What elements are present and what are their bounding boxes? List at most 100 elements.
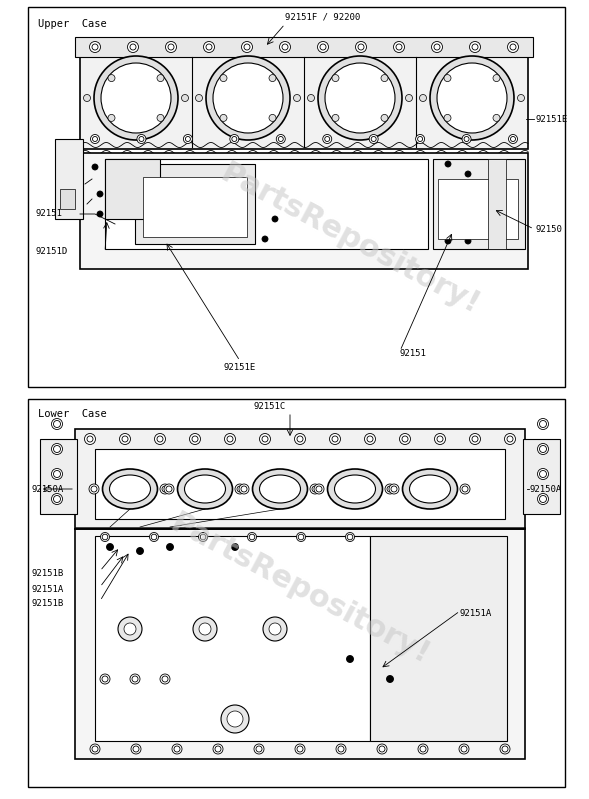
Circle shape: [256, 746, 262, 752]
Circle shape: [92, 44, 98, 50]
Bar: [40, 439, 77, 514]
Circle shape: [358, 44, 364, 50]
Circle shape: [465, 171, 471, 177]
Circle shape: [162, 676, 168, 682]
Circle shape: [190, 434, 200, 444]
Circle shape: [247, 532, 256, 542]
Circle shape: [282, 44, 288, 50]
Circle shape: [112, 164, 118, 170]
Circle shape: [389, 484, 399, 494]
Circle shape: [437, 63, 507, 133]
Bar: [523, 439, 560, 514]
Circle shape: [462, 486, 468, 492]
Circle shape: [220, 114, 227, 121]
Bar: [95, 536, 370, 741]
Circle shape: [464, 137, 469, 141]
Circle shape: [419, 94, 426, 101]
Circle shape: [92, 746, 98, 752]
Text: Upper  Case: Upper Case: [38, 19, 107, 29]
Circle shape: [296, 532, 306, 542]
Text: 92151E: 92151E: [224, 363, 256, 372]
Circle shape: [215, 746, 221, 752]
Circle shape: [206, 56, 290, 140]
Circle shape: [241, 486, 247, 492]
Circle shape: [213, 63, 283, 133]
Bar: [75, 429, 525, 529]
Circle shape: [260, 434, 270, 444]
Circle shape: [127, 42, 138, 53]
Circle shape: [198, 532, 207, 542]
Text: 92151C: 92151C: [254, 402, 286, 411]
Circle shape: [278, 137, 283, 141]
Circle shape: [508, 134, 518, 144]
Circle shape: [166, 486, 172, 492]
Ellipse shape: [402, 469, 458, 509]
Circle shape: [102, 676, 108, 682]
Circle shape: [518, 94, 524, 101]
Circle shape: [227, 436, 233, 442]
Circle shape: [118, 617, 142, 641]
Circle shape: [224, 434, 236, 444]
Circle shape: [168, 44, 174, 50]
Text: 92151B: 92151B: [32, 599, 64, 609]
Circle shape: [139, 137, 144, 141]
Circle shape: [107, 543, 114, 551]
Circle shape: [51, 443, 62, 455]
Bar: [28, 7, 565, 387]
Circle shape: [54, 471, 61, 478]
Circle shape: [538, 419, 548, 430]
Circle shape: [472, 436, 478, 442]
Circle shape: [112, 196, 118, 202]
Circle shape: [220, 74, 227, 81]
Circle shape: [174, 746, 180, 752]
Circle shape: [276, 134, 285, 144]
Circle shape: [511, 137, 515, 141]
Circle shape: [396, 44, 402, 50]
Circle shape: [90, 42, 101, 53]
Circle shape: [418, 744, 428, 754]
Circle shape: [181, 94, 188, 101]
Circle shape: [307, 94, 315, 101]
Text: PartsRepository!: PartsRepository!: [166, 508, 435, 670]
Circle shape: [365, 434, 376, 444]
Circle shape: [280, 42, 290, 53]
Circle shape: [381, 74, 388, 81]
Bar: [488, 159, 506, 249]
Text: 92151D: 92151D: [35, 248, 67, 256]
Ellipse shape: [253, 469, 307, 509]
Text: 92151F / 92200: 92151F / 92200: [285, 12, 360, 21]
Text: 92151E: 92151E: [535, 114, 567, 124]
Circle shape: [332, 436, 338, 442]
Circle shape: [227, 711, 243, 727]
Ellipse shape: [260, 475, 300, 503]
Circle shape: [461, 746, 467, 752]
Circle shape: [54, 446, 61, 452]
Circle shape: [157, 114, 164, 121]
Text: 92151B: 92151B: [32, 570, 64, 578]
Circle shape: [472, 44, 478, 50]
Circle shape: [294, 434, 306, 444]
Circle shape: [166, 42, 177, 53]
Circle shape: [232, 137, 237, 141]
Circle shape: [90, 744, 100, 754]
Bar: [60, 189, 75, 209]
Circle shape: [510, 44, 516, 50]
Circle shape: [444, 74, 451, 81]
Circle shape: [91, 486, 97, 492]
Circle shape: [469, 434, 481, 444]
Circle shape: [507, 436, 513, 442]
Circle shape: [51, 494, 62, 504]
Circle shape: [97, 191, 103, 197]
Circle shape: [540, 420, 547, 427]
Circle shape: [332, 114, 339, 121]
Circle shape: [538, 443, 548, 455]
Bar: [105, 159, 160, 219]
Circle shape: [405, 94, 412, 101]
Circle shape: [538, 468, 548, 479]
Circle shape: [183, 134, 193, 144]
Circle shape: [460, 484, 470, 494]
Circle shape: [122, 436, 128, 442]
Circle shape: [51, 419, 62, 430]
Text: 92150: 92150: [535, 225, 562, 233]
Bar: [75, 529, 525, 759]
